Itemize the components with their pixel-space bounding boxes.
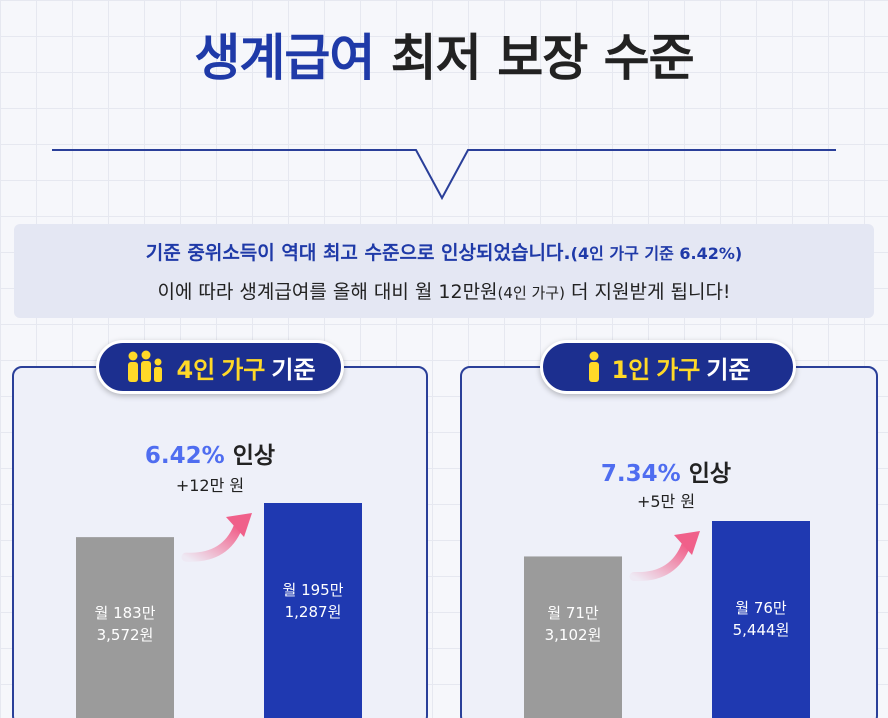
pill-1-person: 1인 가구 기준	[540, 340, 796, 394]
bar-label-1-0-1: 3,102원	[545, 626, 602, 644]
title-highlight: 생계급여	[194, 29, 375, 87]
notice-line-2-end: 더 지원받게 됩니다!	[564, 281, 731, 303]
title-divider	[52, 149, 836, 201]
increase-arrow-4	[181, 522, 243, 562]
rate-1-percent: 7.34%	[600, 461, 681, 487]
title-rest: 최저 보장 수준	[390, 29, 695, 87]
page-title: 생계급여 최저 보장 수준	[0, 18, 888, 90]
bar-label-4-1-1: 1,287원	[285, 603, 342, 621]
rate-4-percent: 6.42%	[144, 443, 225, 469]
pill-4-number: 4인	[176, 355, 216, 384]
rate-1-person: 7.34% 인상	[556, 454, 776, 488]
diff-4-person: +12만 원	[175, 476, 245, 495]
notice-line-2-note: (4인 가구)	[497, 284, 565, 302]
pill-1-basis: 기준	[706, 355, 751, 384]
bar-1-person-current	[524, 556, 622, 718]
notice-line-2-main: 이에 따라 생계급여를 올해 대비 월 12만원	[157, 281, 498, 303]
notice-line-1-note: (4인 가구 기준 6.42%)	[570, 244, 743, 263]
pill-4-person: 4인 가구 기준	[96, 340, 344, 394]
rate-1-word: 인상	[688, 461, 732, 487]
notice-line-2: 이에 따라 생계급여를 올해 대비 월 12만원(4인 가구) 더 지원받게 됩…	[14, 277, 874, 304]
notice-line-1-main: 기준 중위소득이 역대 최고 수준으로 인상되었습니다.	[145, 242, 571, 264]
increase-arrow-1	[629, 540, 691, 581]
bar-4-person-next	[264, 503, 362, 718]
bar-label-1-1-1: 5,444원	[733, 621, 790, 639]
notice-line-1: 기준 중위소득이 역대 최고 수준으로 인상되었습니다.(4인 가구 기준 6.…	[14, 238, 874, 265]
bar-label-1-1-0: 월 76만	[735, 599, 787, 617]
bar-label-4-0-1: 3,572원	[97, 626, 154, 644]
rate-4-person: 6.42% 인상	[100, 436, 320, 470]
person-icon	[589, 351, 600, 382]
pill-4-household: 가구	[221, 355, 266, 384]
bar-4-person-current	[76, 537, 174, 718]
diff-1-person: +5만 원	[636, 492, 696, 511]
bar-label-1-0-0: 월 71만	[547, 604, 599, 622]
bar-label-4-1-0: 월 195만	[283, 581, 344, 599]
bar-1-person-next	[712, 521, 810, 718]
notice-box: 기준 중위소득이 역대 최고 수준으로 인상되었습니다.(4인 가구 기준 6.…	[14, 224, 874, 318]
pill-1-number: 1인	[611, 355, 651, 384]
increase-arrow-head-1	[674, 531, 700, 555]
pill-4-basis: 기준	[271, 355, 316, 384]
family-icon	[128, 350, 163, 382]
bar-label-4-0-0: 월 183만	[95, 604, 156, 622]
pill-1-household: 가구	[656, 355, 701, 384]
rate-4-word: 인상	[232, 443, 276, 469]
increase-arrow-head-4	[226, 513, 252, 537]
